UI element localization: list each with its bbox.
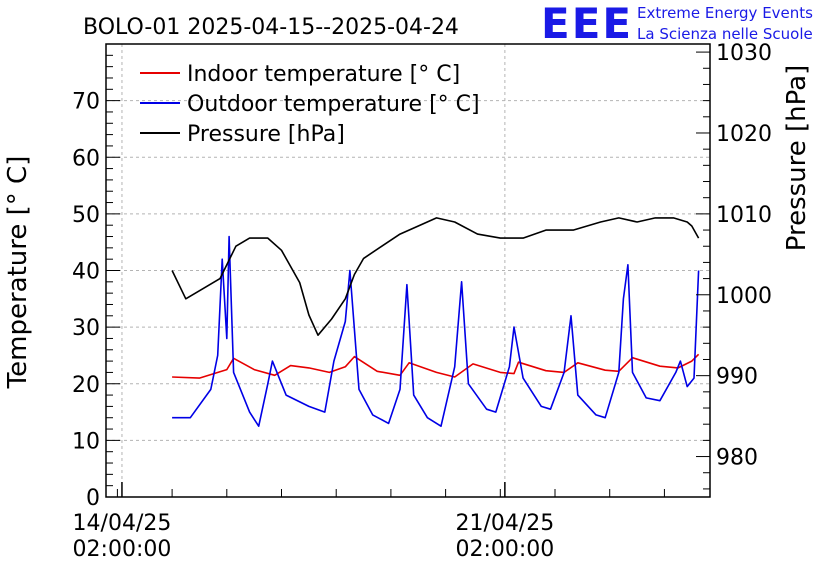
legend: Indoor temperature [° C] Outdoor temperat… <box>140 62 480 147</box>
x-tick-time: 02:00:00 <box>455 537 554 562</box>
right-tick-label: 990 <box>716 365 758 390</box>
right-tick-label: 1020 <box>716 122 772 147</box>
x-tick-date: 21/04/25 <box>455 511 554 536</box>
logo-mark: EEE <box>541 0 633 48</box>
left-tick-label: 60 <box>72 146 100 171</box>
chart-title: BOLO-01 2025-04-15--2025-04-24 <box>83 15 459 40</box>
right-tick-label: 980 <box>716 446 758 471</box>
x-tick-date: 14/04/25 <box>73 511 172 536</box>
right-tick-label: 1010 <box>716 203 772 228</box>
left-tick-label: 0 <box>86 486 100 511</box>
left-tick-label: 30 <box>72 316 100 341</box>
left-tick-label: 50 <box>72 203 100 228</box>
series-line-1 <box>172 235 700 428</box>
legend-label: Indoor temperature [° C] <box>187 62 460 87</box>
y2-axis-label: Pressure [hPa] <box>782 65 812 252</box>
x-tick-time: 02:00:00 <box>73 537 172 562</box>
left-tick-label: 70 <box>72 90 100 115</box>
y-axis-label: Temperature [° C] <box>3 156 33 390</box>
left-axis: 0 10 20 30 40 50 60 70 <box>72 43 120 511</box>
eee-logo: EEE Extreme Energy Events La Scienza nel… <box>541 0 813 48</box>
left-tick-label: 40 <box>72 260 100 285</box>
left-tick-label: 20 <box>72 373 100 398</box>
series-line-2 <box>171 217 700 337</box>
right-tick-label: 1030 <box>716 41 772 66</box>
legend-label: Outdoor temperature [° C] <box>187 92 480 117</box>
legend-label: Pressure [hPa] <box>187 122 345 147</box>
logo-line2: La Scienza nelle Scuole <box>637 25 813 43</box>
left-tick-label: 10 <box>72 429 100 454</box>
grid <box>106 44 710 497</box>
series-line-0 <box>172 353 700 379</box>
logo-line1: Extreme Energy Events <box>637 4 813 22</box>
right-tick-label: 1000 <box>716 284 772 309</box>
series-layer <box>171 217 700 428</box>
right-axis: 980 990 1000 1010 1020 1030 <box>696 41 772 490</box>
